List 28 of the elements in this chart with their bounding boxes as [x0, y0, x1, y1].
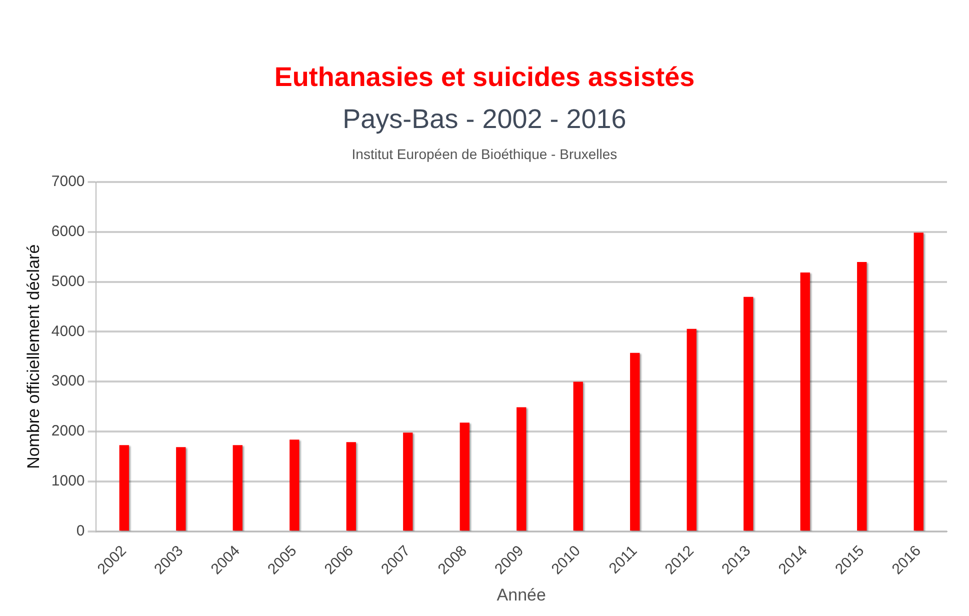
bar — [630, 352, 640, 531]
y-tick-label: 5000 — [51, 272, 85, 290]
bar — [800, 272, 810, 531]
x-axis-title: Année — [496, 585, 546, 604]
bar — [232, 445, 242, 531]
bar — [119, 445, 129, 531]
y-tick-label: 6000 — [51, 223, 85, 240]
bar — [403, 432, 413, 531]
bar — [914, 232, 924, 531]
y-tick-label: 4000 — [51, 322, 85, 340]
y-tick-label: 1000 — [51, 472, 85, 490]
text: Institut Européen de Bioéthique - Bruxelles — [350, 146, 618, 162]
y-tick-label: 7000 — [51, 173, 85, 190]
bar — [176, 447, 186, 531]
chart-subtitle: Pays-Bas - 2002 - 2016 — [342, 104, 628, 135]
bar — [346, 442, 356, 531]
y-axis-title: Nombre officiellement déclaré — [24, 244, 43, 469]
bar — [573, 382, 583, 531]
bar — [857, 262, 867, 531]
bar — [290, 440, 300, 531]
bar — [516, 407, 526, 531]
bar — [686, 328, 696, 531]
bar — [460, 422, 470, 531]
y-tick-label: 0 — [76, 522, 85, 540]
bar — [744, 296, 754, 531]
y-tick-label: 3000 — [51, 372, 85, 390]
chart-title: Euthanasies et suicides assistés — [273, 62, 696, 93]
y-tick-label: 2000 — [51, 422, 85, 440]
